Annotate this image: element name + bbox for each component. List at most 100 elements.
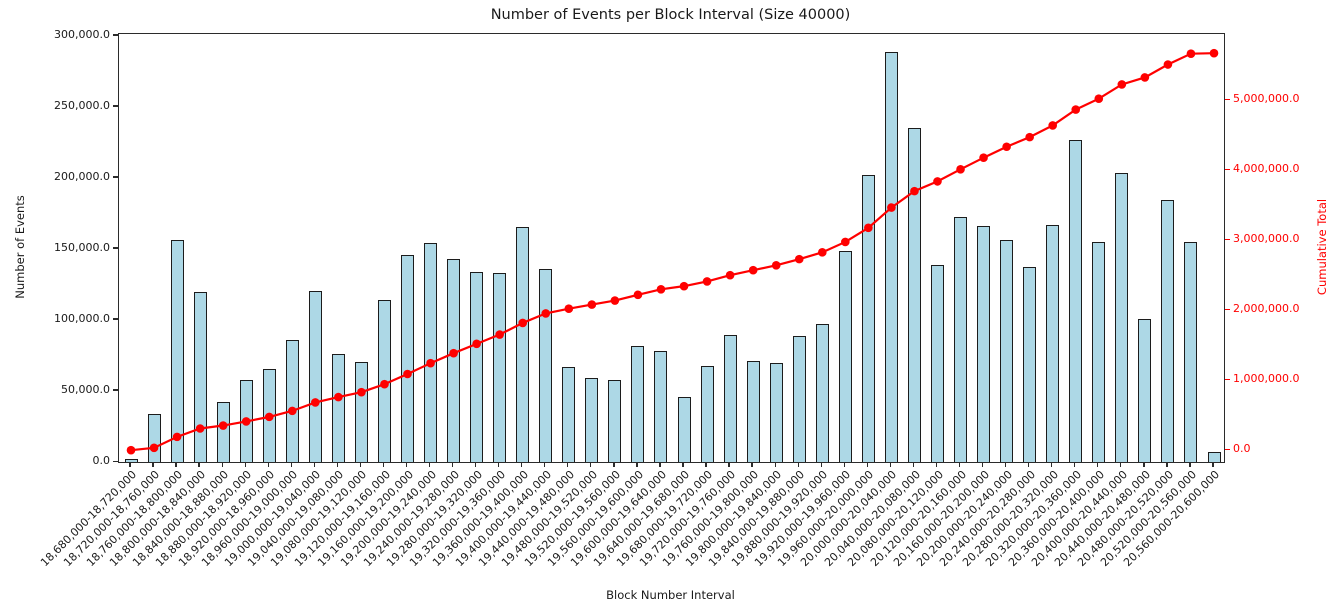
bar: [354, 361, 368, 462]
cumulative-point: [264, 412, 274, 422]
y-tick-label-right: 0.0: [1233, 442, 1251, 456]
x-tick: [751, 463, 753, 467]
x-tick: [774, 463, 776, 467]
y-tick-right: [1225, 98, 1230, 101]
cumulative-point: [979, 153, 988, 162]
x-tick: [198, 463, 200, 467]
y-tick-right: [1225, 308, 1230, 311]
y-tick-label-left: 150,000.0: [54, 240, 110, 254]
cumulative-point: [241, 417, 251, 426]
bar: [907, 128, 921, 462]
x-tick: [820, 463, 822, 467]
x-tick: [1212, 463, 1214, 467]
x-tick: [313, 463, 315, 467]
cumulative-point: [564, 304, 574, 314]
bar: [193, 292, 207, 462]
cumulative-point: [702, 277, 712, 286]
y-tick-left: [113, 105, 118, 107]
y-tick-label-left: 250,000.0: [54, 98, 110, 112]
cumulative-point: [587, 300, 597, 309]
cumulative-point: [380, 379, 389, 389]
x-tick: [705, 463, 707, 467]
x-tick: [498, 463, 500, 467]
cumulative-point: [1002, 142, 1011, 152]
bar: [769, 363, 783, 462]
x-tick: [590, 463, 592, 467]
y-tick-label-right: 3,000,000.0: [1233, 232, 1300, 246]
x-tick: [843, 463, 845, 467]
x-tick: [613, 463, 615, 467]
y-tick-left: [113, 460, 118, 462]
cumulative-point: [748, 265, 758, 275]
x-tick: [359, 463, 362, 467]
cumulative-point: [1163, 60, 1173, 69]
cumulative-point: [172, 432, 182, 442]
cumulative-point: [933, 177, 942, 186]
x-tick: [935, 463, 938, 467]
bar: [1023, 266, 1037, 462]
y-tick-right: [1225, 168, 1230, 171]
bar: [1138, 319, 1152, 462]
bar: [470, 272, 484, 462]
bar: [516, 226, 530, 462]
x-tick: [797, 463, 799, 467]
cumulative-point: [311, 398, 320, 407]
x-tick: [221, 463, 223, 467]
plot-area: [118, 33, 1225, 463]
x-tick: [152, 463, 154, 467]
bar: [447, 258, 461, 462]
bar: [631, 346, 645, 462]
x-axis-label: Block Number Interval: [606, 588, 735, 602]
bar: [677, 397, 691, 462]
cumulative-point: [725, 270, 735, 280]
cumulative-point: [1209, 48, 1219, 58]
cumulative-point: [1094, 94, 1104, 104]
x-tick: [981, 463, 984, 467]
x-tick: [382, 463, 385, 467]
cumulative-point: [910, 186, 919, 196]
bar: [654, 350, 668, 462]
bar: [562, 366, 576, 462]
cumulative-point: [1186, 49, 1196, 58]
bar: [1069, 140, 1083, 462]
bar: [861, 175, 875, 462]
bar: [1207, 452, 1221, 462]
x-tick: [567, 463, 569, 467]
cumulative-point: [1117, 80, 1127, 89]
bar: [700, 366, 714, 462]
cumulative-point: [841, 237, 850, 247]
x-tick: [1189, 463, 1191, 467]
bar: [1092, 241, 1106, 462]
cumulative-point: [956, 165, 965, 174]
x-tick: [1004, 463, 1007, 467]
bar: [539, 268, 553, 462]
y-tick-left: [113, 318, 118, 320]
cumulative-point: [1025, 132, 1034, 142]
bar: [124, 459, 138, 462]
cumulative-point: [1140, 73, 1150, 82]
cumulative-point: [633, 290, 643, 300]
x-tick: [1028, 463, 1030, 467]
y-tick-label-left: 200,000.0: [54, 169, 110, 183]
bar: [954, 217, 968, 462]
bar: [170, 239, 184, 462]
x-tick: [889, 463, 892, 467]
cumulative-point: [195, 424, 205, 433]
x-tick: [544, 463, 546, 467]
y-tick-label-left: 300,000.0: [54, 27, 110, 41]
bar: [1161, 200, 1175, 462]
y-tick-right: [1225, 238, 1230, 241]
bar: [815, 324, 829, 462]
cumulative-point: [771, 261, 781, 270]
cumulative-point: [357, 387, 366, 397]
cumulative-point: [126, 445, 136, 455]
x-tick: [175, 463, 177, 467]
y-tick-label-left: 50,000.0: [61, 382, 110, 396]
bar: [401, 255, 414, 462]
bar: [285, 339, 299, 462]
x-tick: [290, 463, 292, 467]
cumulative-line: [126, 48, 1219, 455]
x-tick: [1074, 463, 1076, 467]
x-tick: [728, 463, 730, 467]
x-tick: [336, 463, 339, 467]
